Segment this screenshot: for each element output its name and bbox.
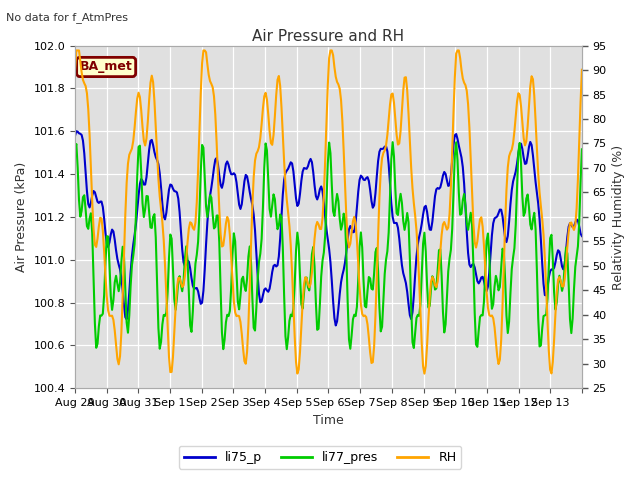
Text: BA_met: BA_met <box>80 60 132 73</box>
Y-axis label: Air Pressure (kPa): Air Pressure (kPa) <box>15 162 28 272</box>
Text: No data for f_AtmPres: No data for f_AtmPres <box>6 12 129 23</box>
X-axis label: Time: Time <box>313 414 344 427</box>
Y-axis label: Relativity Humidity (%): Relativity Humidity (%) <box>612 144 625 289</box>
Title: Air Pressure and RH: Air Pressure and RH <box>252 29 404 44</box>
Legend: li75_p, li77_pres, RH: li75_p, li77_pres, RH <box>179 446 461 469</box>
